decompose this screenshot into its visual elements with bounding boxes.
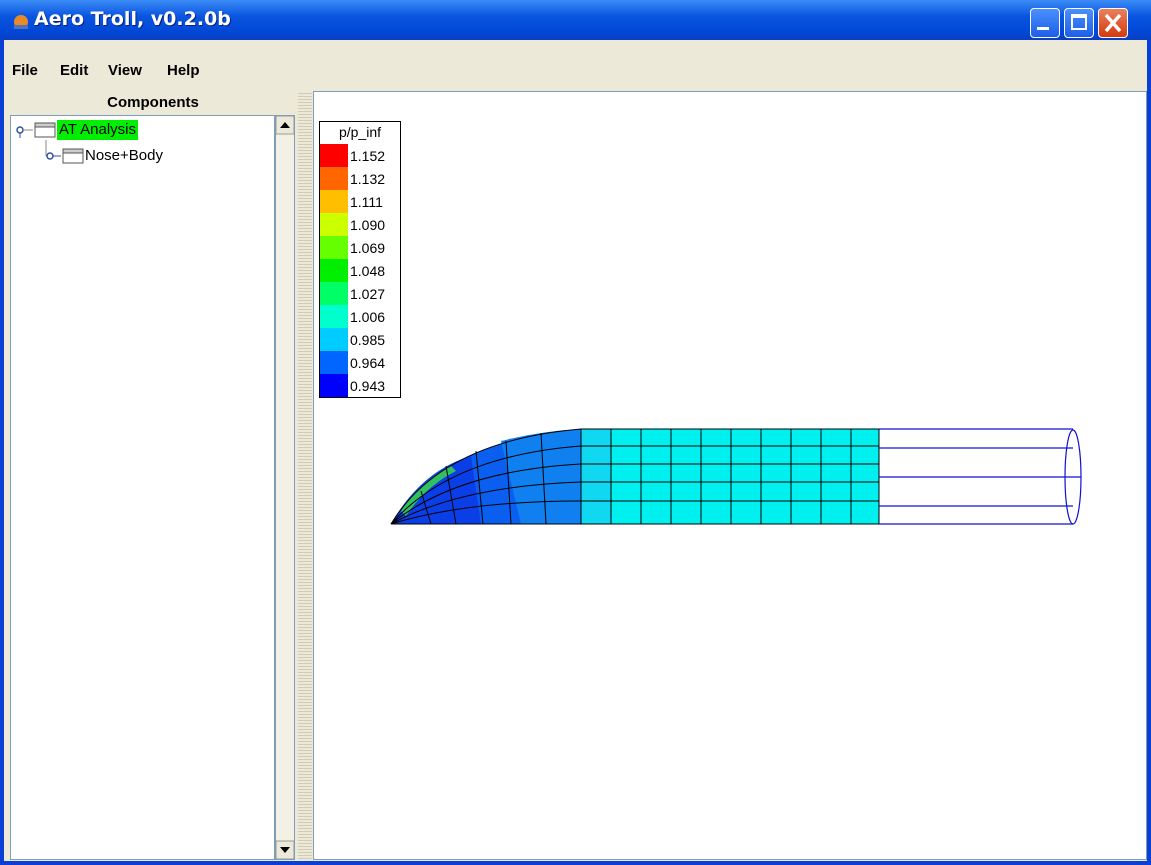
legend-swatch — [320, 374, 348, 397]
legend-label: 1.111 — [348, 194, 383, 210]
legend-label: 0.943 — [348, 378, 385, 394]
app-window: Aero Troll, v0.2.0b File Edit View Help Com… — [0, 0, 1151, 865]
legend-swatch — [320, 167, 348, 190]
legend-label: 1.027 — [348, 286, 385, 302]
title-bar: Aero Troll, v0.2.0b — [0, 0, 1151, 40]
legend-entry: 1.069 — [320, 236, 400, 259]
tree-node[interactable]: AT Analysis — [57, 120, 138, 140]
color-legend: p/p_inf 1.152 1.132 1.111 1.090 1.069 1.048 1.… — [319, 121, 401, 398]
menu-item[interactable]: Help — [167, 62, 200, 79]
minimize-button[interactable] — [1030, 8, 1060, 38]
legend-entry: 1.132 — [320, 167, 400, 190]
legend-entry: 1.006 — [320, 305, 400, 328]
legend-entry: 0.985 — [320, 328, 400, 351]
maximize-button[interactable] — [1064, 8, 1094, 38]
legend-label: 0.985 — [348, 332, 385, 348]
legend-label: 1.152 — [348, 148, 385, 164]
legend-label: 1.090 — [348, 217, 385, 233]
legend-entry: 1.027 — [320, 282, 400, 305]
tree-node[interactable]: Nose+Body — [85, 146, 163, 166]
legend-entry: 0.943 — [320, 374, 400, 397]
legend-label: 1.069 — [348, 240, 385, 256]
menu-item[interactable]: View — [108, 62, 142, 79]
component-tree: AT Analysis Nose+Body — [10, 115, 275, 860]
panel-title: Components — [8, 91, 298, 115]
legend-swatch — [320, 305, 348, 328]
legend-entry: 1.048 — [320, 259, 400, 282]
legend-swatch — [320, 236, 348, 259]
legend-swatch — [320, 282, 348, 305]
window-title: Aero Troll, v0.2.0b — [34, 8, 231, 30]
menu-item[interactable]: File — [12, 62, 38, 79]
menu-item[interactable]: Edit — [60, 62, 88, 79]
legend-label: 1.132 — [348, 171, 385, 187]
legend-entry: 0.964 — [320, 351, 400, 374]
legend-entry: 1.152 — [320, 144, 400, 167]
legend-swatch — [320, 259, 348, 282]
legend-label: 1.006 — [348, 309, 385, 325]
menu-bar: File Edit View Help — [4, 40, 1147, 84]
body-render — [314, 92, 1146, 859]
legend-entry: 1.111 — [320, 190, 400, 213]
splitter[interactable] — [298, 91, 312, 860]
close-button[interactable] — [1098, 8, 1128, 38]
legend-swatch — [320, 351, 348, 374]
legend-swatch — [320, 144, 348, 167]
legend-swatch — [320, 190, 348, 213]
legend-title: p/p_inf — [320, 122, 400, 144]
legend-entry: 1.090 — [320, 213, 400, 236]
model-view: p/p_inf 1.152 1.132 1.111 1.090 1.069 1.048 1.… — [313, 91, 1147, 860]
app-icon — [10, 9, 32, 31]
client-area: File Edit View Help Components AT Analysis … — [4, 40, 1147, 861]
scrollbar[interactable] — [275, 115, 295, 860]
legend-label: 1.048 — [348, 263, 385, 279]
components-panel: Components AT Analysis Nose+Body — [8, 91, 298, 860]
legend-swatch — [320, 328, 348, 351]
legend-label: 0.964 — [348, 355, 385, 371]
legend-swatch — [320, 213, 348, 236]
